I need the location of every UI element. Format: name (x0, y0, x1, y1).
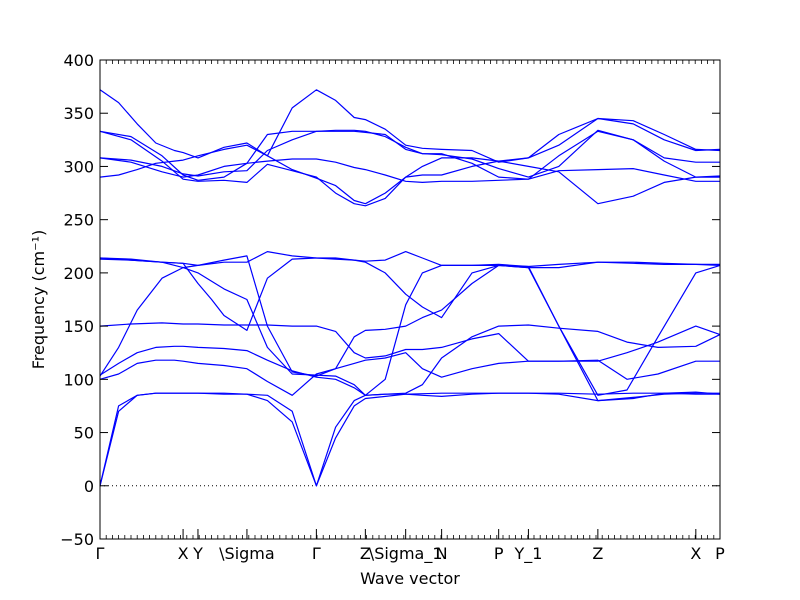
band-line-12 (99, 157, 720, 183)
band-line-2 (99, 392, 720, 487)
y-tick-label: 150 (63, 317, 94, 336)
x-tick-label: \Sigma_1 (369, 544, 443, 564)
y-tick-label: −50 (60, 530, 94, 549)
y-axis-ticks: −50 0 50 100 150 200 250 300 350 400 (60, 51, 720, 549)
band-line-10 (99, 144, 721, 205)
y-tick-label: 300 (63, 157, 94, 176)
y-tick-label: 350 (63, 104, 94, 123)
minor-ticks (105, 60, 715, 539)
band-line-8 (99, 257, 721, 402)
x-tick-label: Z (360, 544, 371, 563)
band-line-1 (99, 392, 720, 487)
x-tick-label: P (494, 544, 504, 563)
x-tick-label: \Sigma (219, 544, 275, 563)
y-tick-label: 200 (63, 264, 94, 283)
plot-area-frame (99, 59, 721, 540)
band-line-15 (99, 89, 721, 163)
y-tick-label: 250 (63, 211, 94, 230)
x-tick-label: Z (592, 544, 603, 563)
band-line-4 (99, 324, 721, 396)
x-axis-ticks: Γ X Y \Sigma Γ Z\Sigma_1N P Y_1 Z X P (96, 529, 725, 564)
band-line-7 (99, 257, 720, 331)
y-tick-label: 0 (84, 477, 94, 496)
x-tick-label: X (690, 544, 701, 563)
x-tick-label: X (178, 544, 189, 563)
y-tick-label: 100 (63, 370, 94, 389)
band-line-14 (99, 117, 721, 207)
band-line-9 (99, 251, 721, 268)
x-tick-label: Y_1 (513, 544, 542, 564)
x-tick-label: Γ (312, 544, 321, 563)
y-tick-label: 50 (74, 424, 94, 443)
x-tick-label: N (436, 544, 448, 563)
band-line-6 (99, 255, 721, 396)
y-axis-title: Frequency (cm⁻¹) (29, 230, 48, 369)
x-axis-title: Wave vector (360, 569, 460, 588)
y-tick-label: 400 (63, 51, 94, 70)
band-line-5 (99, 322, 721, 362)
band-line-11 (99, 129, 720, 178)
series-layer (99, 89, 721, 487)
band-line-13 (99, 130, 720, 181)
x-tick-label: Γ (96, 544, 105, 563)
x-tick-label: Y (192, 544, 203, 563)
x-tick-label: P (715, 544, 725, 563)
